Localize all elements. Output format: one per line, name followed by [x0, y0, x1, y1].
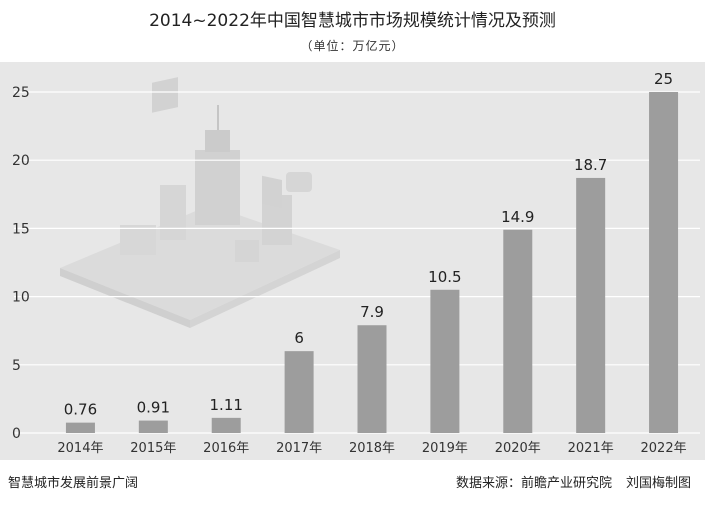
smart-city-illustration	[60, 77, 340, 328]
data-label: 1.11	[210, 396, 243, 414]
y-tick-label: 25	[12, 85, 30, 101]
data-label: 10.5	[428, 268, 461, 286]
chart-subtitle: （单位：万亿元）	[300, 39, 405, 53]
x-tick-label: 2022年	[641, 441, 687, 456]
data-label: 18.7	[574, 156, 607, 174]
bar	[138, 420, 168, 433]
x-tick-label: 2019年	[422, 441, 468, 456]
bar	[503, 229, 533, 433]
x-tick-label: 2016年	[203, 441, 249, 456]
y-tick-label: 10	[12, 290, 30, 306]
data-label: 0.76	[64, 401, 97, 419]
x-tick-label: 2018年	[349, 441, 395, 456]
bar	[65, 422, 95, 433]
x-tick-label: 2021年	[568, 441, 614, 456]
footer-brand: 智慧城市发展前景广阔	[8, 476, 139, 491]
footer-author: 刘国梅制图	[625, 476, 691, 491]
x-tick-label: 2020年	[495, 441, 541, 456]
footer-credits: 数据来源：前瞻产业研究院 刘国梅制图	[456, 472, 691, 491]
bar	[576, 177, 606, 433]
x-tick-label: 2014年	[57, 441, 103, 456]
bar	[284, 351, 314, 433]
bar	[357, 325, 387, 433]
y-tick-label: 0	[12, 426, 21, 442]
bar	[430, 289, 460, 433]
data-label: 25	[654, 70, 673, 88]
x-tick-label: 2015年	[130, 441, 176, 456]
data-label: 0.91	[137, 399, 170, 417]
data-label: 7.9	[360, 303, 384, 321]
y-tick-label: 20	[12, 153, 30, 169]
bar	[649, 92, 679, 433]
footer-source: 数据来源：前瞻产业研究院	[455, 476, 612, 491]
data-label: 6	[294, 329, 304, 347]
y-tick-label: 15	[12, 221, 30, 237]
chart-title: 2014~2022年中国智慧城市市场规模统计情况及预测	[149, 11, 556, 31]
x-tick-label: 2017年	[276, 441, 322, 456]
bar	[211, 417, 241, 433]
data-label: 14.9	[501, 208, 534, 226]
y-tick-label: 5	[12, 358, 21, 374]
